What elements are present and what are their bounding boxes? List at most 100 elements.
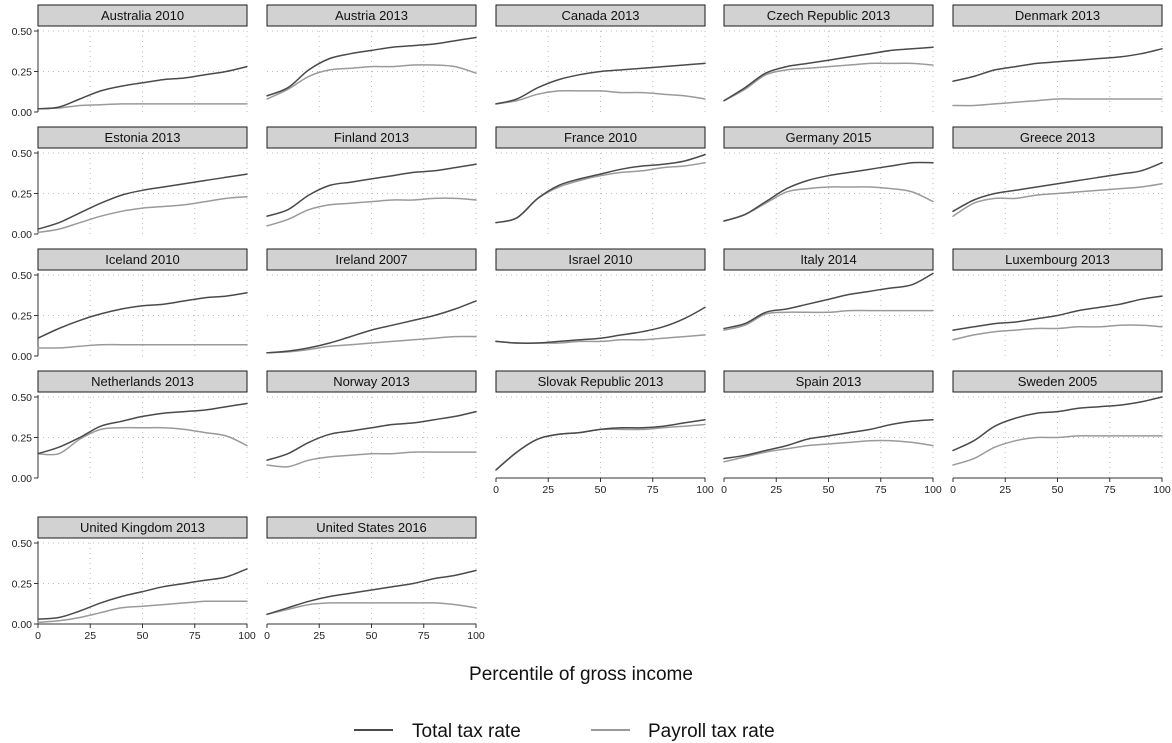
payroll-tax-line [723, 439, 934, 463]
total-tax-line [723, 46, 934, 102]
panel-header [266, 4, 477, 27]
total-tax-line [952, 396, 1163, 452]
payroll-tax-line [952, 183, 1163, 217]
panel-header [952, 370, 1163, 393]
panel: Australia 2010 0.00 0.25 0.50 [12, 4, 248, 119]
panel-title: Canada 2013 [561, 8, 639, 23]
y-tick-label: 0.50 [12, 148, 33, 160]
panel: Israel 2010 [495, 248, 706, 356]
total-tax-line [37, 402, 248, 455]
x-tick-label: 75 [875, 484, 887, 496]
x-tick-label: 25 [542, 484, 554, 496]
total-tax-line [495, 418, 706, 471]
panels-layer: Australia 2010 0.00 0.25 0.50 Austria 2013 Ca… [12, 4, 1171, 642]
x-tick-label: 25 [313, 630, 325, 642]
panel-header [952, 248, 1163, 271]
panel-header [723, 126, 934, 149]
panel: Greece 2013 [952, 126, 1163, 234]
x-tick-label: 50 [137, 630, 149, 642]
panel-title: Estonia 2013 [105, 130, 181, 145]
x-tick-label: 75 [647, 484, 659, 496]
panel-header [723, 4, 934, 27]
legend-label-total: Total tax rate [412, 721, 521, 742]
y-tick-label: 0.25 [12, 189, 33, 201]
x-tick-label: 50 [595, 484, 607, 496]
total-tax-line [266, 300, 477, 354]
total-tax-line [723, 161, 934, 222]
x-tick-label: 100 [696, 484, 714, 496]
panel: Spain 2013 0 25 50 75 100 [721, 370, 942, 496]
total-tax-line [723, 272, 934, 330]
x-tick-label: 75 [1104, 484, 1116, 496]
x-tick-label: 0 [721, 484, 727, 496]
total-tax-line [723, 418, 934, 460]
x-tick-label: 50 [366, 630, 378, 642]
x-tick-label: 25 [84, 630, 96, 642]
panel: Ireland 2007 [266, 248, 477, 356]
panel-title: United States 2016 [316, 520, 427, 535]
panel-header [952, 126, 1163, 149]
panel-header [952, 4, 1163, 27]
panel-title: Spain 2013 [796, 374, 862, 389]
panel-header [266, 126, 477, 149]
panel-header [37, 370, 248, 393]
panel-title: Norway 2013 [333, 374, 410, 389]
panel-title: Ireland 2007 [335, 252, 407, 267]
payroll-tax-line [495, 89, 706, 105]
total-tax-line [495, 306, 706, 344]
panel-title: United Kingdom 2013 [80, 520, 205, 535]
panel-title: Czech Republic 2013 [767, 8, 891, 23]
payroll-tax-line [266, 64, 477, 100]
x-tick-label: 50 [823, 484, 835, 496]
y-tick-label: 0.50 [12, 538, 33, 550]
panel-title: France 2010 [564, 130, 637, 145]
panel: United States 2016 0 25 50 75 100 [264, 516, 485, 642]
panel-title: Germany 2015 [786, 130, 872, 145]
y-tick-label: 0.00 [12, 229, 33, 241]
panel-header [37, 126, 248, 149]
panel: Italy 2014 [723, 248, 934, 356]
legend: Total tax rate Payroll tax rate [354, 721, 775, 742]
panel-title: Iceland 2010 [105, 252, 179, 267]
x-tick-label: 75 [418, 630, 430, 642]
y-tick-label: 0.00 [12, 473, 33, 485]
panel-header [266, 370, 477, 393]
x-tick-label: 0 [35, 630, 41, 642]
payroll-tax-line [37, 195, 248, 234]
legend-label-payroll: Payroll tax rate [648, 721, 775, 742]
panel-title: Luxembourg 2013 [1005, 252, 1110, 267]
y-tick-label: 0.25 [12, 579, 33, 591]
panel: Czech Republic 2013 [723, 4, 934, 112]
x-tick-label: 100 [467, 630, 485, 642]
panel: Germany 2015 [723, 126, 934, 234]
panel-header [266, 248, 477, 271]
panel-header [495, 4, 706, 27]
panel-title: Netherlands 2013 [91, 374, 194, 389]
payroll-tax-line [952, 98, 1163, 107]
y-tick-label: 0.50 [12, 392, 33, 404]
panel-title: Italy 2014 [800, 252, 856, 267]
payroll-tax-line [37, 343, 248, 349]
panel-title: Austria 2013 [335, 8, 408, 23]
x-tick-label: 0 [950, 484, 956, 496]
x-tick-label: 100 [924, 484, 942, 496]
payroll-tax-line [952, 324, 1163, 341]
total-tax-line [37, 173, 248, 230]
panel: Norway 2013 [266, 370, 477, 478]
x-tick-label: 25 [770, 484, 782, 496]
total-tax-line [37, 292, 248, 339]
y-tick-label: 0.25 [12, 311, 33, 323]
panel: Canada 2013 [495, 4, 706, 112]
panel: Luxembourg 2013 [952, 248, 1163, 356]
x-tick-label: 0 [264, 630, 270, 642]
x-tick-label: 25 [999, 484, 1011, 496]
panel-header [266, 516, 477, 539]
total-tax-line [37, 568, 248, 620]
payroll-tax-line [723, 309, 934, 331]
panel: United Kingdom 2013 0.00 0.25 0.50 0 25 50 75 10… [12, 516, 256, 642]
panel-title: Israel 2010 [568, 252, 632, 267]
panel: Iceland 2010 0.00 0.25 0.50 [12, 248, 248, 363]
panel: France 2010 [495, 126, 706, 234]
y-tick-label: 0.25 [12, 67, 33, 79]
